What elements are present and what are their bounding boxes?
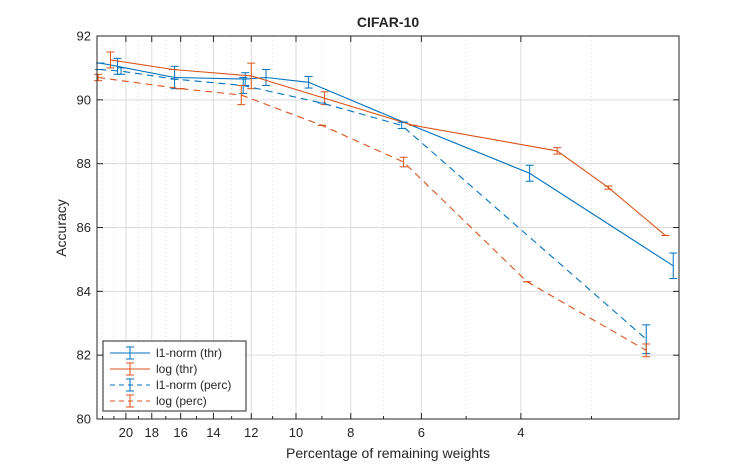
y-tick-label: 88 [77, 156, 91, 171]
error-bar [669, 252, 678, 280]
legend-swatch-errorbar [126, 362, 134, 376]
legend: l1-norm (thr) log (thr) l1-norm (perc) log … [102, 340, 247, 412]
x-tick-label: 10 [289, 425, 303, 440]
error-bar [117, 67, 126, 75]
y-tick-label: 80 [77, 412, 91, 427]
y-tick-label: 90 [77, 92, 91, 107]
y-tick-label: 82 [77, 348, 91, 363]
legend-label: l1-norm (perc) [156, 378, 231, 392]
series-log-thr- [106, 51, 670, 236]
error-bar [94, 73, 103, 82]
x-tick-label: 20 [119, 425, 133, 440]
x-tick-label: 18 [145, 425, 159, 440]
error-bar [106, 51, 115, 69]
error-bar [525, 164, 534, 182]
error-bar [247, 62, 256, 90]
error-bar [553, 147, 562, 155]
legend-item: log (thr) [110, 362, 197, 376]
legend-label: l1-norm (thr) [156, 346, 222, 360]
error-bar [304, 76, 313, 89]
x-tick-label: 16 [173, 425, 187, 440]
series-l1-norm-thr- [96, 57, 678, 280]
y-tick-label: 92 [77, 29, 91, 44]
legend-label: log (perc) [156, 394, 207, 408]
error-bar [262, 69, 271, 86]
x-tick-label: 12 [244, 425, 258, 440]
legend-label: log (thr) [156, 362, 197, 376]
x-tick-label: 4 [517, 425, 524, 440]
legend-item: l1-norm (thr) [110, 346, 222, 360]
legend-swatch-errorbar [126, 394, 134, 408]
legend-item: log (perc) [110, 394, 207, 408]
legend-item: l1-norm (perc) [110, 378, 231, 392]
error-bar [399, 156, 408, 168]
error-bar [237, 84, 246, 106]
x-axis-label: Percentage of remaining weights [286, 445, 490, 461]
error-bar [604, 185, 613, 190]
series-log-perc- [94, 73, 651, 358]
error-bar [642, 343, 651, 358]
series-layer [94, 51, 678, 358]
legend-swatch-errorbar [126, 346, 134, 360]
chart-title: CIFAR-10 [357, 14, 419, 30]
x-tick-label: 14 [206, 425, 220, 440]
y-axis-label: Accuracy [53, 199, 69, 257]
error-bar [397, 121, 406, 130]
x-tick-label: 6 [418, 425, 425, 440]
x-tick-label: 8 [347, 425, 354, 440]
series-line [110, 59, 666, 236]
y-tick-label: 86 [77, 220, 91, 235]
y-tick-label: 84 [77, 284, 91, 299]
legend-swatch-errorbar [126, 378, 134, 392]
